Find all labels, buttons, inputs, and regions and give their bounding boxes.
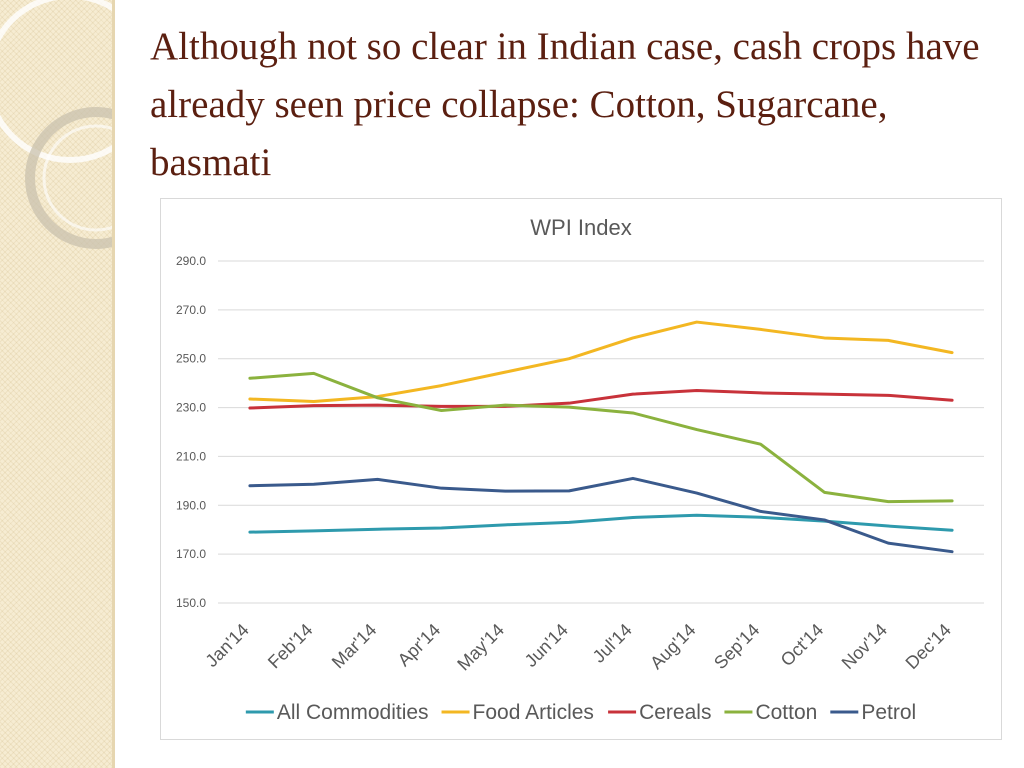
series-line-food-articles xyxy=(248,320,954,403)
decorative-ring-inner xyxy=(42,124,112,232)
x-tick-label: Nov'14 xyxy=(838,620,891,673)
y-tick-label: 190.0 xyxy=(176,498,206,512)
slide-title: Although not so clear in Indian case, ca… xyxy=(150,25,980,184)
decorative-side-band xyxy=(0,0,115,768)
legend: All Commodities Food Articles Cereals Cotto… xyxy=(245,701,916,724)
decorative-ring-top xyxy=(0,0,112,163)
y-tick-label: 170.0 xyxy=(176,547,206,561)
legend-label-cotton: Cotton xyxy=(755,701,817,724)
y-tick-label: 270.0 xyxy=(176,303,206,317)
decorative-ring-middle xyxy=(25,107,112,249)
x-tick-label: May'14 xyxy=(453,620,508,675)
wpi-line-chart: WPI Index 290.0 270.0 250.0 230.0 210.0 190.0… xyxy=(176,215,984,724)
x-tick-label: Dec'14 xyxy=(902,620,955,673)
x-tick-label: Sep'14 xyxy=(710,620,763,673)
x-tick-label: Jul'14 xyxy=(589,620,636,667)
series-line-all-commodities xyxy=(248,513,954,534)
y-tick-label: 230.0 xyxy=(176,401,206,415)
x-axis-ticks: Jan'14 Feb'14 Mar'14 Apr'14 May'14 Jun'14 Jul'… xyxy=(201,620,954,675)
legend-label-petrol: Petrol xyxy=(861,701,916,724)
gridlines xyxy=(218,260,984,604)
y-tick-label: 290.0 xyxy=(176,254,206,268)
chart-title: WPI Index xyxy=(530,215,631,240)
legend-label-all-commodities: All Commodities xyxy=(277,701,429,724)
x-tick-label: Jun'14 xyxy=(521,620,572,671)
x-tick-label: Jan'14 xyxy=(201,620,252,671)
legend-label-cereals: Cereals xyxy=(639,701,711,724)
x-tick-label: Oct'14 xyxy=(777,620,828,671)
y-tick-label: 250.0 xyxy=(176,352,206,366)
chart-area: WPI Index 290.0 270.0 250.0 230.0 210.0 190.0… xyxy=(160,198,1002,740)
y-tick-label: 210.0 xyxy=(176,449,206,463)
x-tick-label: Mar'14 xyxy=(328,620,381,673)
x-tick-label: Apr'14 xyxy=(394,620,445,671)
series-lines xyxy=(248,320,954,554)
y-tick-label: 150.0 xyxy=(176,596,206,610)
x-tick-label: Aug'14 xyxy=(646,620,699,673)
x-tick-label: Feb'14 xyxy=(264,620,317,673)
series-line-cereals xyxy=(248,388,954,410)
y-axis-ticks: 290.0 270.0 250.0 230.0 210.0 190.0 170.0 150.0 xyxy=(176,254,206,610)
decorative-rings xyxy=(0,0,112,249)
series-line-cotton xyxy=(248,371,954,504)
legend-label-food-articles: Food Articles xyxy=(473,701,594,724)
series-line-petrol xyxy=(248,476,954,554)
